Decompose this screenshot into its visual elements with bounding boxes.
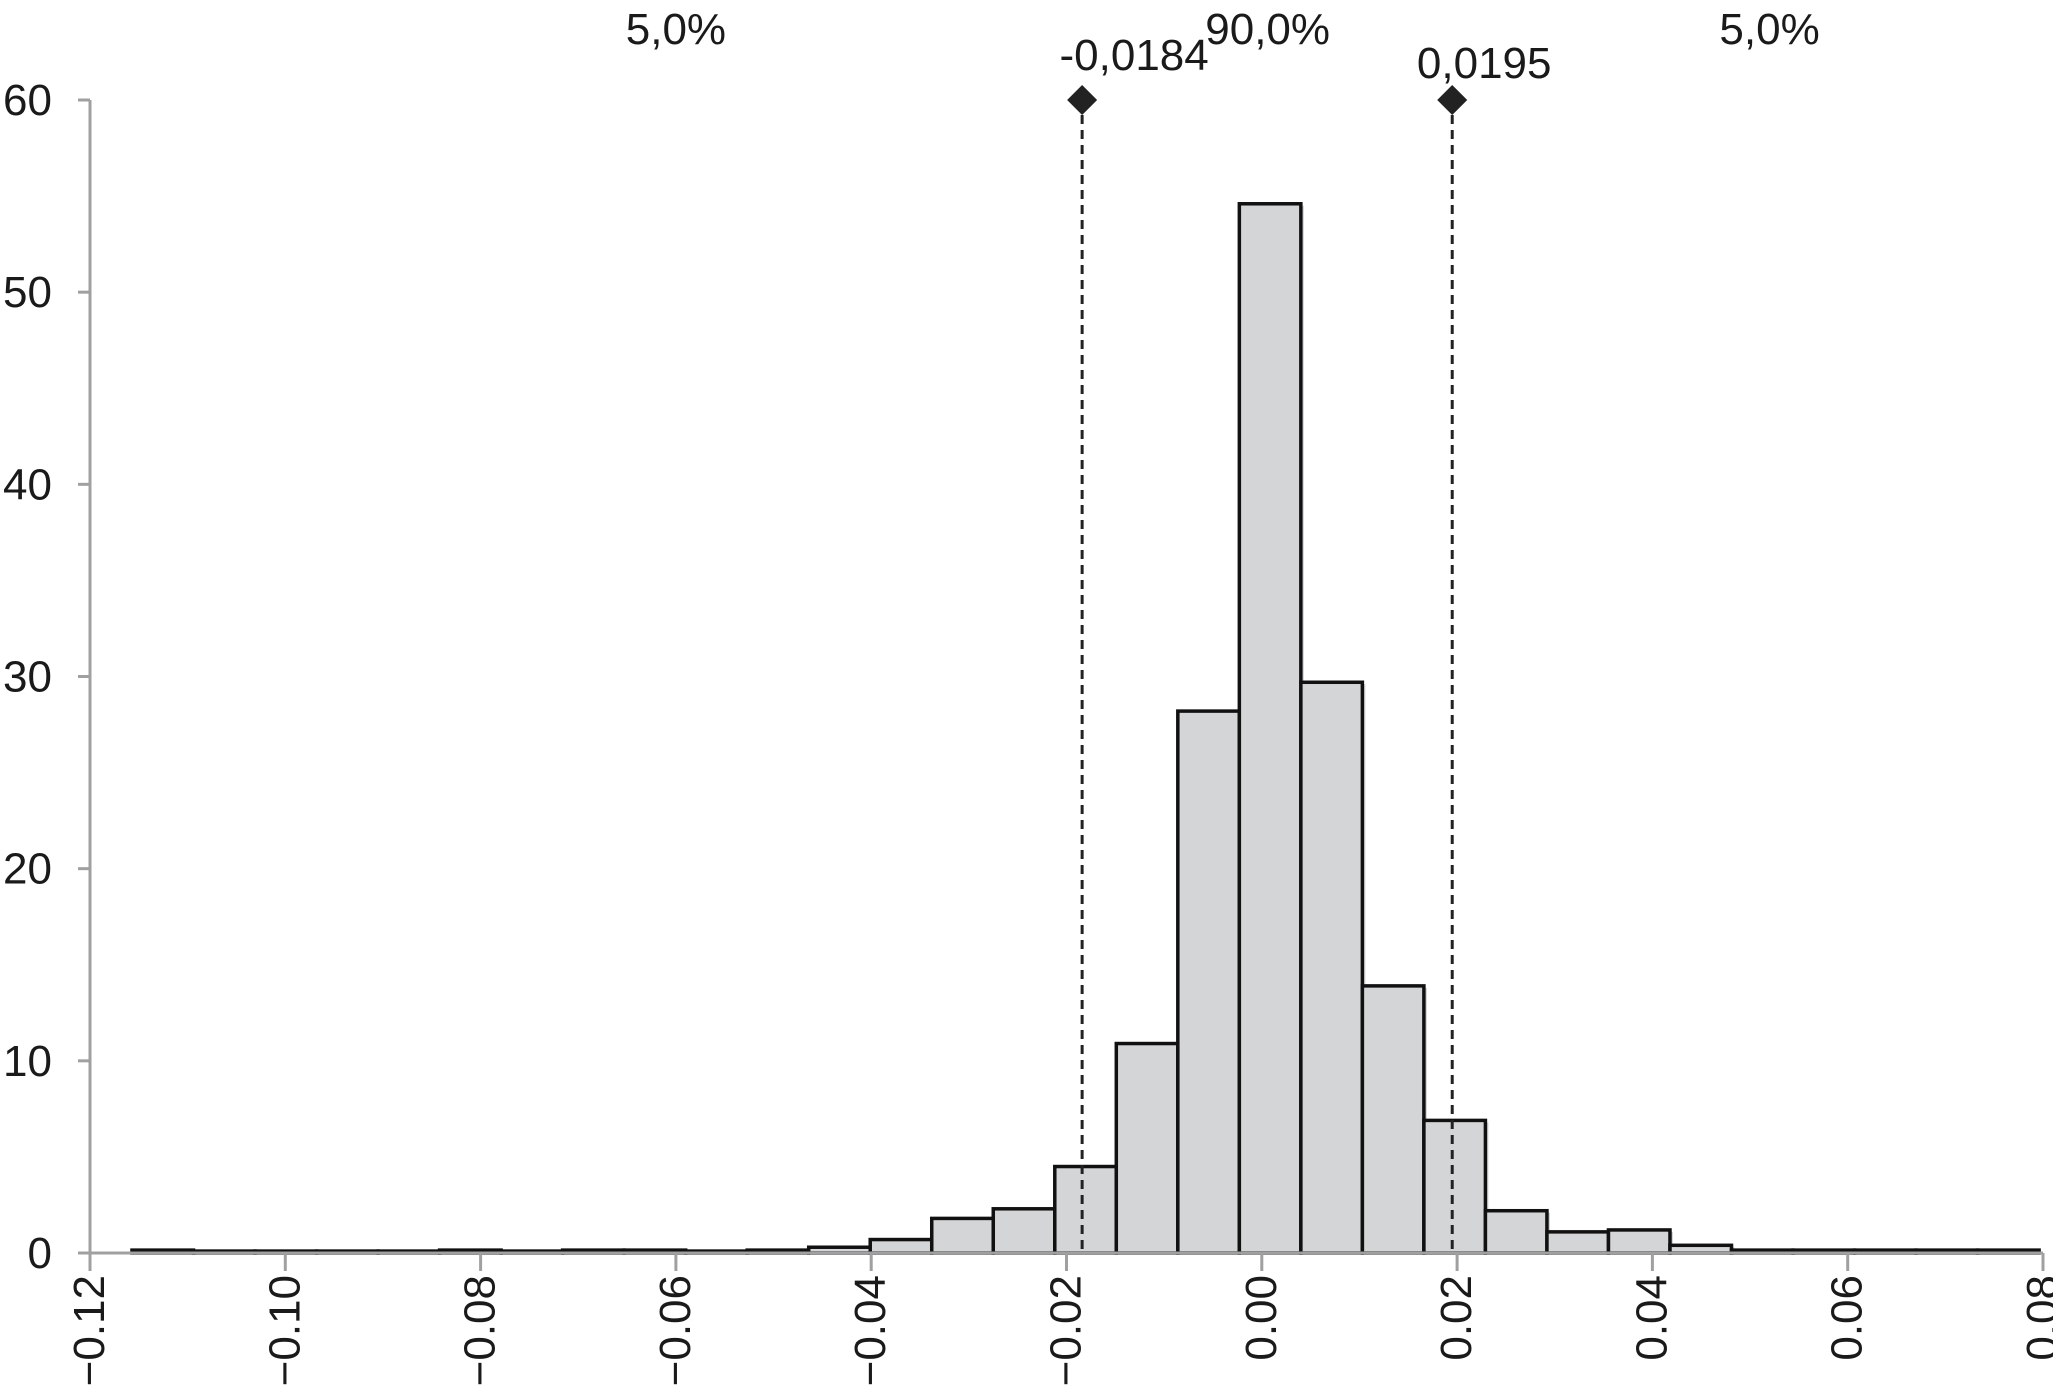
y-axis-ticks: 0 10 20 30 40 50 60 bbox=[3, 76, 90, 1278]
histogram-bar bbox=[1422, 1118, 1488, 1255]
x-tick-label: 0.02 bbox=[1432, 1275, 1481, 1361]
x-tick-label: 0.04 bbox=[1627, 1275, 1676, 1361]
x-axis-ticks: −0.12 −0.10 −0.08 −0.06 −0.04 −0.02 0.00 0.02 0.… bbox=[65, 1253, 2053, 1386]
y-tick-label: 20 bbox=[3, 845, 52, 894]
marker-diamond-icon bbox=[1067, 85, 1098, 115]
histogram-bar bbox=[1483, 1208, 1549, 1255]
histogram-bar bbox=[1114, 1041, 1180, 1255]
percentile-markers: -0,0184 0,0195 bbox=[1060, 31, 1552, 1253]
y-tick-label: 60 bbox=[3, 76, 52, 125]
histogram-bar bbox=[1360, 984, 1426, 1255]
histogram-bar bbox=[868, 1237, 934, 1255]
x-tick-label: −0.10 bbox=[260, 1275, 309, 1386]
marker-label: 0,0195 bbox=[1417, 39, 1552, 88]
y-tick-label: 50 bbox=[3, 268, 52, 317]
histogram-bar bbox=[1237, 202, 1303, 1255]
bars bbox=[130, 202, 2041, 1255]
x-tick-label: −0.02 bbox=[1042, 1275, 1091, 1386]
histogram-bar bbox=[991, 1207, 1057, 1255]
region-percent-label: 90,0% bbox=[1205, 5, 1330, 54]
y-tick-label: 10 bbox=[3, 1037, 52, 1086]
histogram-bar bbox=[1545, 1230, 1611, 1255]
marker-label: -0,0184 bbox=[1060, 31, 1209, 80]
y-tick-label: 0 bbox=[28, 1229, 52, 1278]
histogram-bar bbox=[1606, 1228, 1672, 1255]
histogram-bar bbox=[1053, 1164, 1119, 1255]
marker-diamond-icon bbox=[1437, 85, 1468, 115]
x-tick-label: −0.04 bbox=[846, 1275, 895, 1386]
x-tick-label: −0.06 bbox=[651, 1275, 700, 1386]
x-tick-label: −0.12 bbox=[65, 1275, 114, 1386]
histogram-bar bbox=[929, 1216, 996, 1255]
region-percent-label: 5,0% bbox=[626, 5, 726, 54]
x-tick-label: −0.08 bbox=[456, 1275, 505, 1386]
histogram-bar bbox=[1176, 709, 1242, 1255]
x-tick-label: 0.08 bbox=[2018, 1275, 2053, 1361]
axes bbox=[88, 100, 2043, 1255]
x-tick-label: 0.06 bbox=[1823, 1275, 1872, 1361]
x-tick-label: 0.00 bbox=[1237, 1275, 1286, 1361]
region-labels: 5,0% 90,0% 5,0% bbox=[626, 5, 1820, 54]
region-percent-label: 5,0% bbox=[1719, 5, 1819, 54]
y-tick-label: 40 bbox=[3, 460, 52, 509]
bar-shadows bbox=[134, 205, 2043, 1253]
histogram-bar bbox=[1299, 680, 1365, 1255]
y-tick-label: 30 bbox=[3, 653, 52, 702]
